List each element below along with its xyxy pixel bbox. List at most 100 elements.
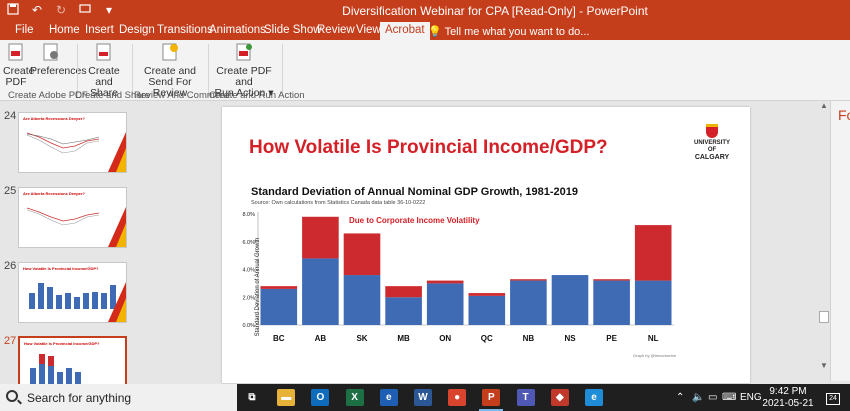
bar-on-segment-0 xyxy=(426,283,464,325)
bar-nb-segment-1 xyxy=(510,279,547,281)
document-title: Diversification Webinar for CPA [Read-On… xyxy=(342,4,648,18)
create-pdf-icon xyxy=(6,42,26,62)
slide-scrollbar[interactable]: ▲ ▼ xyxy=(818,101,830,373)
clock-time: 9:42 PM xyxy=(769,386,807,397)
x-tick-label: BC xyxy=(273,334,285,343)
bar-mb-segment-1 xyxy=(385,286,422,298)
create-share-icon xyxy=(94,42,114,62)
tab-transitions[interactable]: Transitions xyxy=(157,24,213,36)
format-pane: Fo xyxy=(830,101,850,381)
notification-center-icon[interactable]: 24 xyxy=(826,393,840,405)
tab-design[interactable]: Design xyxy=(119,24,155,36)
tab-review[interactable]: Review xyxy=(317,24,355,36)
speaker-icon[interactable]: 🔈 xyxy=(692,392,705,403)
file-explorer-icon[interactable]: ▬ xyxy=(277,389,296,406)
thumbnail-line-chart xyxy=(26,207,100,226)
keyboard-icon[interactable]: ⌨ xyxy=(722,392,737,403)
tab-home[interactable]: Home xyxy=(49,24,80,36)
bar-bc-segment-1 xyxy=(260,286,298,289)
y-tick-label: 0.0% xyxy=(242,323,255,329)
slide-thumbnail-24[interactable]: Are Alberta Recessions Deeper? xyxy=(18,112,127,173)
bar-nl-segment-0 xyxy=(634,280,672,325)
x-tick-label: QC xyxy=(481,334,493,343)
ribbon-separator xyxy=(132,44,133,96)
create-and-share-button[interactable]: Create and Share xyxy=(84,42,124,99)
lightbulb-icon: 💡 xyxy=(428,26,442,38)
bar-on-segment-1 xyxy=(426,280,464,284)
bar-ab-segment-0 xyxy=(302,258,339,325)
slide-thumbnail-25[interactable]: Are Alberta Recessions Deeper? xyxy=(18,187,127,248)
y-tick-label: 2.0% xyxy=(242,295,255,301)
taskbar-search[interactable]: Search for anything xyxy=(0,384,237,411)
task-view-icon[interactable]: ⧉ xyxy=(243,389,261,406)
security-icon[interactable]: ◆ xyxy=(550,389,569,406)
bar-sk-segment-1 xyxy=(343,233,381,276)
university-logo: UNIVERSITY OF CALGARY xyxy=(690,124,734,161)
bar-qc-segment-1 xyxy=(468,293,506,296)
quick-access-toolbar: ↶ ↻ ▾ xyxy=(6,3,116,18)
save-icon[interactable] xyxy=(6,3,20,18)
tab-acrobat[interactable]: Acrobat xyxy=(380,22,430,40)
start-slideshow-icon[interactable] xyxy=(78,3,92,18)
y-tick-label: 6.0% xyxy=(242,240,255,246)
preferences-button[interactable]: Preferences xyxy=(30,42,87,77)
clock-date: 2021-05-21 xyxy=(762,398,814,409)
tab-insert[interactable]: Insert xyxy=(85,24,114,36)
search-placeholder: Search for anything xyxy=(27,391,132,405)
preferences-icon xyxy=(41,42,61,62)
internet-explorer-icon[interactable]: e xyxy=(379,389,398,406)
x-tick-label: AB xyxy=(315,334,327,343)
y-tick-label: 8.0% xyxy=(242,212,255,218)
tab-view[interactable]: View xyxy=(356,24,381,36)
chart-source: Source: Own calculations from Statistics… xyxy=(251,200,426,206)
tab-animations[interactable]: Animations xyxy=(209,24,266,36)
format-pane-title: Fo xyxy=(838,107,850,123)
bar-nl-segment-1 xyxy=(634,225,672,281)
thumbnail-corner-decoration xyxy=(116,148,126,172)
word-icon[interactable]: W xyxy=(414,389,432,406)
bar-mb-segment-0 xyxy=(385,297,422,325)
create-pdf-button[interactable]: Create PDF xyxy=(3,42,35,88)
scrollbar-thumb[interactable] xyxy=(819,311,829,323)
slide-number: 24 xyxy=(4,110,17,122)
tab-slide-show[interactable]: Slide Show xyxy=(264,24,322,36)
current-slide[interactable]: How Volatile Is Provincial Income/GDP? U… xyxy=(222,107,750,383)
create-pdf-and-run-action-button[interactable]: Create PDF and Run Action ▾ xyxy=(213,42,275,99)
search-icon xyxy=(6,390,18,402)
create-and-send-for-review-button[interactable]: Create and Send For Review xyxy=(138,42,202,99)
language-indicator[interactable]: ENG xyxy=(740,392,762,403)
tray-chevron-icon[interactable]: ⌃ xyxy=(676,392,685,403)
slide-number: 25 xyxy=(4,185,17,197)
scroll-up-icon[interactable]: ▲ xyxy=(820,101,828,110)
x-tick-label: NB xyxy=(523,334,535,343)
powerpoint-icon[interactable]: P xyxy=(482,389,501,406)
bar-nb-segment-0 xyxy=(510,280,547,325)
excel-icon[interactable]: X xyxy=(345,389,364,406)
undo-icon[interactable]: ↶ xyxy=(31,3,43,17)
outlook-icon[interactable]: O xyxy=(311,389,330,406)
bar-bc-segment-0 xyxy=(260,288,298,325)
teams-icon[interactable]: T xyxy=(516,389,535,406)
bar-sk-segment-0 xyxy=(343,275,381,325)
slide-thumbnail-26[interactable]: How Volatile Is Provincial Income/GDP? xyxy=(18,262,127,323)
tab-file[interactable]: File xyxy=(15,24,34,36)
redo-icon[interactable]: ↻ xyxy=(55,3,67,17)
network-icon[interactable]: ▭ xyxy=(708,392,718,403)
customize-toolbar-icon[interactable]: ▾ xyxy=(105,3,113,17)
send-review-icon xyxy=(160,42,180,62)
edge-icon[interactable]: e xyxy=(585,389,603,406)
title-bar: ↶ ↻ ▾ Diversification Webinar for CPA [R… xyxy=(0,0,850,22)
y-tick-label: 4.0% xyxy=(242,268,255,274)
chrome-icon[interactable]: ● xyxy=(448,389,467,406)
thumbnail-line-chart xyxy=(26,132,100,154)
slide-title[interactable]: How Volatile Is Provincial Income/GDP? xyxy=(249,137,608,158)
ribbon-separator xyxy=(77,44,78,96)
tell-me-search[interactable]: 💡 Tell me what you want to do... xyxy=(428,25,589,38)
slide-thumbnail-panel: 24 Are Alberta Recessions Deeper? 25 Are… xyxy=(0,101,136,397)
scroll-down-icon[interactable]: ▼ xyxy=(820,361,828,370)
clock[interactable]: 9:42 PM 2021-05-21 xyxy=(758,386,818,410)
ribbon-separator xyxy=(282,44,283,96)
group-review-and-comment: Review And Comment xyxy=(134,90,228,101)
thumbnail-corner-decoration xyxy=(116,223,126,247)
thumbnail-corner-decoration xyxy=(116,298,126,322)
